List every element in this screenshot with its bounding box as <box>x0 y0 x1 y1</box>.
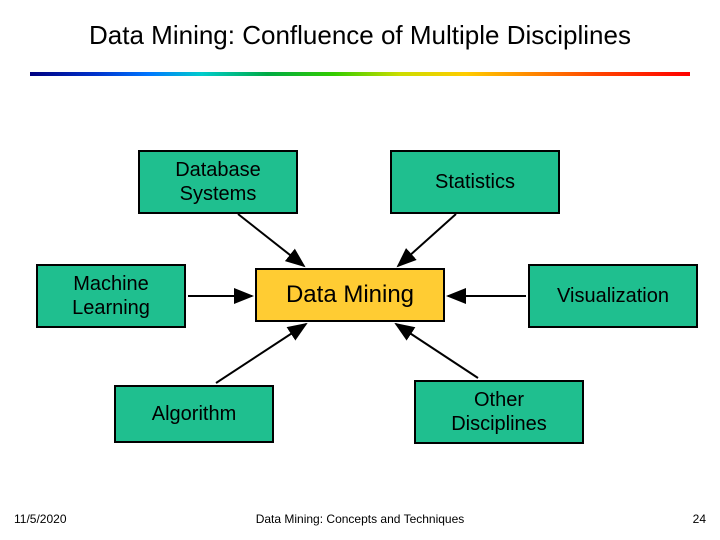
node-database-systems: DatabaseSystems <box>138 150 298 214</box>
node-algorithm: Algorithm <box>114 385 274 443</box>
node-label: Visualization <box>557 284 669 308</box>
node-statistics: Statistics <box>390 150 560 214</box>
node-other-disciplines: OtherDisciplines <box>414 380 584 444</box>
node-label: OtherDisciplines <box>451 388 547 436</box>
node-machine-learning: MachineLearning <box>36 264 186 328</box>
page-title: Data Mining: Confluence of Multiple Disc… <box>0 20 720 51</box>
footer-caption: Data Mining: Concepts and Techniques <box>0 512 720 526</box>
node-label: Statistics <box>435 170 515 194</box>
node-label: DatabaseSystems <box>175 158 261 206</box>
node-label: Algorithm <box>152 402 236 426</box>
node-label: Data Mining <box>286 281 414 310</box>
node-data-mining-center: Data Mining <box>255 268 445 322</box>
rainbow-divider <box>30 72 690 76</box>
node-label: MachineLearning <box>72 272 150 320</box>
node-visualization: Visualization <box>528 264 698 328</box>
footer-page-number: 24 <box>693 512 706 526</box>
